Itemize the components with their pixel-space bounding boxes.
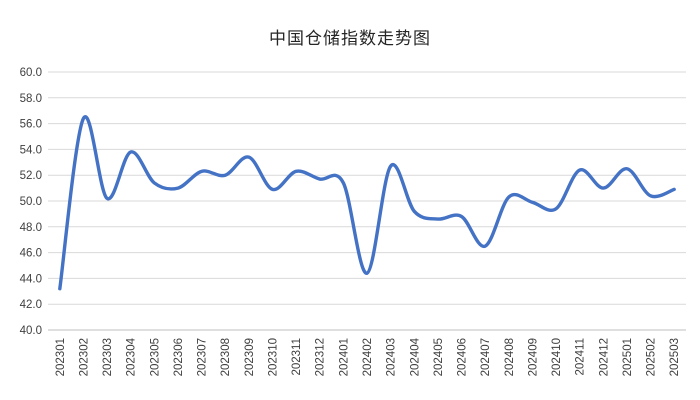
index-line-series <box>58 115 676 291</box>
x-axis-tick-label: 202404 <box>409 337 421 376</box>
x-axis-tick-label: 202502 <box>646 338 658 376</box>
x-axis-tick-label: 202503 <box>669 338 681 376</box>
y-axis-tick-label: 54.0 <box>20 144 42 156</box>
x-axis-tick-label: 202408 <box>504 338 516 376</box>
x-axis-tick-label: 202308 <box>220 338 232 376</box>
x-axis-tick-label: 202303 <box>102 338 114 376</box>
y-axis-tick-label: 40.0 <box>20 325 42 337</box>
y-axis-tick-label: 50.0 <box>20 196 42 208</box>
y-axis-tick-label: 46.0 <box>20 248 42 260</box>
y-axis-tick-label: 44.0 <box>20 273 42 285</box>
chart-title: 中国仓储指数走势图 <box>269 29 431 48</box>
y-axis-tick-label: 58.0 <box>20 93 42 105</box>
x-axis-tick-label: 202409 <box>527 338 539 376</box>
x-axis-tick-label: 202309 <box>244 338 256 376</box>
x-axis-tick-label: 202304 <box>126 337 138 376</box>
x-axis-tick-label: 202305 <box>149 338 161 376</box>
x-axis-tick-label: 202407 <box>480 338 492 376</box>
x-axis-tick-label: 202412 <box>598 338 610 376</box>
y-axis-tick-label: 42.0 <box>20 299 42 311</box>
x-axis-tick-label: 202411 <box>575 338 587 376</box>
x-axis-tick-label: 202301 <box>55 338 67 376</box>
x-axis-tick-label: 202302 <box>78 338 90 376</box>
x-axis-tick-label: 202403 <box>386 338 398 376</box>
y-axis-tick-label: 48.0 <box>20 222 42 234</box>
y-axis-tick-label: 56.0 <box>20 119 42 131</box>
x-axis-tick-label: 202402 <box>362 338 374 376</box>
y-axis-tick-label: 52.0 <box>20 170 42 182</box>
x-axis-tick-label: 202410 <box>551 338 563 376</box>
x-axis-tick-label: 202306 <box>173 338 185 376</box>
x-axis-tick-label: 202401 <box>338 338 350 376</box>
x-axis-tick-label: 202310 <box>267 338 279 376</box>
x-axis-tick-label: 202307 <box>197 338 209 376</box>
x-axis-tick-label: 202501 <box>622 338 634 376</box>
x-axis-tick-label: 202406 <box>457 338 469 376</box>
x-axis-tick-label: 202405 <box>433 338 445 376</box>
x-axis-tick-label: 202312 <box>315 338 327 376</box>
x-axis-tick-label: 202311 <box>291 338 303 376</box>
y-axis-tick-label: 60.0 <box>20 67 42 79</box>
